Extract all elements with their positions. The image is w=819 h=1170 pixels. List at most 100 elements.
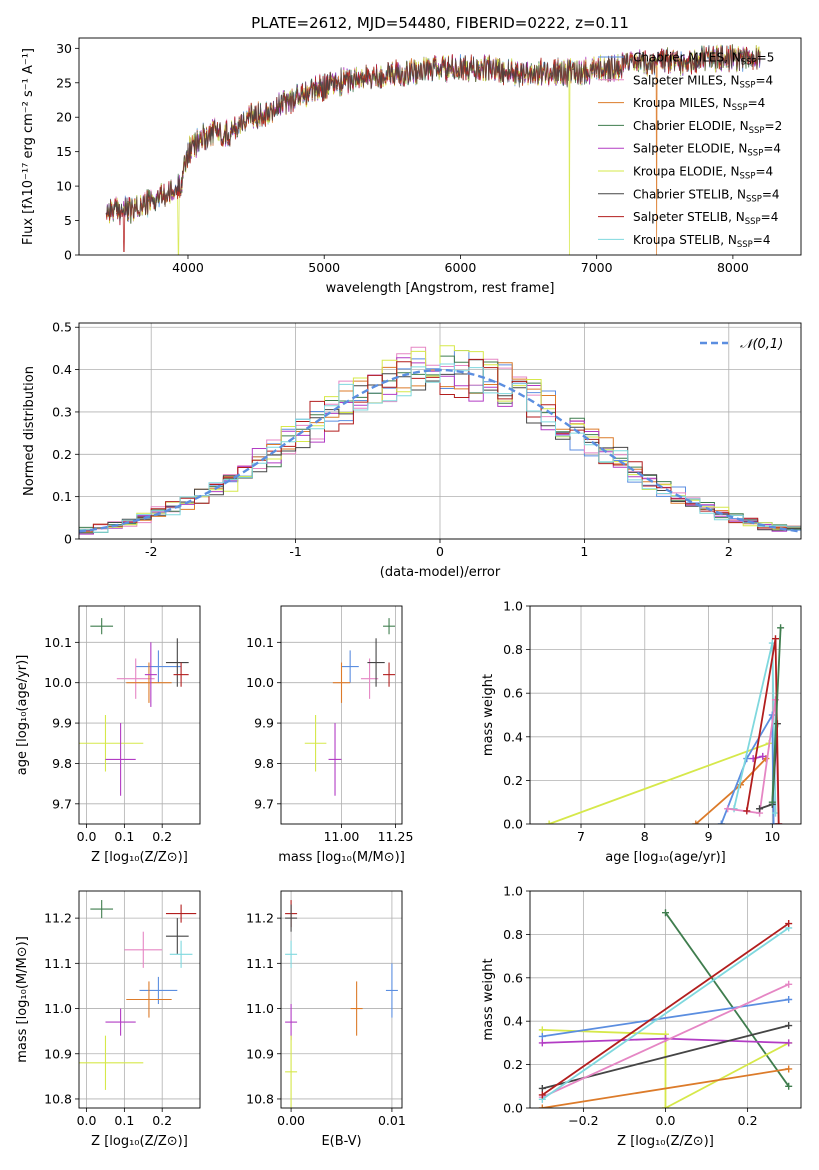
- chart-layer: 4000 5000 6000 7000 8000051015202530waveleng…: [15, 37, 802, 1149]
- weight-marker-chabrier_stelib: [785, 1022, 793, 1030]
- y-tick-label: 9.9: [254, 716, 274, 731]
- weight-line-kroupa_elodie: [548, 742, 770, 824]
- y-tick-label: 10.8: [44, 1091, 72, 1106]
- legend-label: Salpeter ELODIE, NSSP=4: [633, 142, 781, 159]
- x-axis-label: wavelength [Angstrom, rest frame]: [326, 281, 555, 296]
- y-tick-label: 10.9: [44, 1046, 72, 1061]
- x-axis-label: (data-model)/error: [380, 565, 501, 580]
- x-tick-label: 5000: [308, 260, 340, 275]
- panel-mass_weight_vs_age: 7 8 9 10 0.0 0.2 0.4 0.6 0.8 1.0 age [log₁₀(age/yr…: [481, 599, 802, 865]
- x-tick-label: 0.2: [152, 829, 172, 844]
- weight-marker-chabrier_stelib: [538, 1084, 546, 1092]
- y-tick-label: 11.1: [44, 956, 72, 971]
- y-tick-label: 0.6: [503, 970, 523, 985]
- x-tick-label: 7: [577, 829, 585, 844]
- y-tick-label: 25: [56, 75, 72, 90]
- y-tick-label: 9.8: [254, 756, 274, 771]
- panel-age_vs_Z: 0.0 0.1 0.2 9.7 9.8 9.9 10.0 10.1 Z [log₁₀(Z/Z⊙)…: [15, 605, 201, 865]
- weight-line-salpeter_miles: [541, 983, 790, 1099]
- y-tick-label: 0.2: [503, 773, 523, 788]
- y-axis-label: mass [log₁₀(M/M⊙)]: [15, 936, 30, 1063]
- y-tick-label: 1.0: [503, 884, 523, 899]
- grid: [281, 891, 402, 1108]
- axes-frame: [78, 322, 802, 540]
- grid: [79, 891, 200, 1108]
- weight-marker-chabrier_elodie: [785, 1082, 793, 1090]
- y-axis-label: Normed distribution: [22, 366, 37, 496]
- y-tick-label: 20: [56, 110, 72, 125]
- plot-area: [79, 618, 189, 796]
- x-tick-label: 2: [725, 544, 733, 559]
- weight-marker-kroupa_miles: [538, 1104, 546, 1108]
- x-tick-label: 11.00: [324, 829, 360, 844]
- x-tick-label: 9: [705, 829, 713, 844]
- weight-marker-salpeter_elodie: [538, 1039, 546, 1047]
- y-tick-label: 0.8: [503, 642, 523, 657]
- legend-label: Kroupa STELIB, NSSP=4: [633, 233, 771, 250]
- weight-marker-salpeter_elodie: [785, 1039, 793, 1047]
- y-tick-label: 9.7: [52, 796, 72, 811]
- panel-mass_vs_EBV: 0.00 0.01 10.8 10.9 11.0 11.1 11.2 E(B-V): [246, 890, 406, 1149]
- x-tick-label: 8000: [717, 260, 749, 275]
- y-tick-label: 0: [64, 532, 72, 547]
- x-tick-label: 8: [641, 829, 649, 844]
- x-tick-label: 0.0: [656, 1113, 676, 1128]
- axes-frame: [78, 37, 802, 256]
- weight-marker-salpeter_stelib: [743, 807, 751, 815]
- grid: [281, 606, 402, 824]
- legend-label: Chabrier ELODIE, NSSP=2: [633, 119, 782, 136]
- weight-marker-chabrier_elodie: [662, 909, 669, 917]
- y-tick-label: 0.0: [503, 1101, 523, 1116]
- weight-marker-salpeter_stelib: [785, 920, 793, 928]
- weight-line-chabrier_elodie: [771, 627, 782, 803]
- legend-label: Salpeter MILES, NSSP=4: [633, 73, 773, 90]
- weight-marker-kroupa_elodie: [662, 1104, 669, 1108]
- y-tick-label: 0.4: [503, 1014, 523, 1029]
- weight-marker-chabrier_elodie: [768, 798, 776, 806]
- axes-frame: [280, 605, 403, 825]
- y-tick-label: 0.8: [503, 927, 523, 942]
- y-tick-label: 10.9: [246, 1046, 274, 1061]
- y-tick-label: 0.4: [52, 362, 72, 377]
- weight-marker-kroupa_elodie: [545, 820, 553, 824]
- legend-label: Salpeter STELIB, NSSP=4: [633, 210, 778, 227]
- y-tick-label: 10.0: [246, 675, 274, 690]
- panel-spectrum: 4000 5000 6000 7000 8000 0 5 10 15 20 25 30 waveleng…: [21, 37, 802, 296]
- axes-frame: [529, 605, 802, 825]
- x-tick-label: 4000: [172, 260, 204, 275]
- y-tick-label: 11.0: [246, 1001, 274, 1016]
- x-tick-label: 0.2: [152, 1113, 172, 1128]
- axes-frame: [78, 890, 201, 1109]
- panel-residuals: -2 -1 0 1 2 0 0.1 0.2 0.3 0.4 0.5 (data-model)/erro…: [22, 320, 802, 580]
- y-tick-label: 0.6: [503, 686, 523, 701]
- gaussian-curve: [79, 368, 801, 533]
- weight-line-kroupa_stelib: [541, 927, 790, 1101]
- legend-label: 𝒩(0,1): [740, 337, 783, 352]
- x-tick-label: 0: [436, 544, 444, 559]
- x-axis-label: Z [log₁₀(Z/Z⊙)]: [617, 1134, 714, 1149]
- plot-area: [79, 900, 197, 1090]
- x-axis-label: Z [log₁₀(Z/Z⊙)]: [91, 1134, 188, 1149]
- y-tick-label: 10.8: [246, 1091, 274, 1106]
- x-tick-label: 6000: [445, 260, 477, 275]
- weight-marker-chabrier_stelib: [756, 805, 764, 813]
- y-tick-label: 10.1: [246, 635, 274, 650]
- spectrum-line-chabrier_stelib: [105, 44, 761, 222]
- weight-marker-kroupa_miles: [785, 1065, 793, 1073]
- x-axis-label: mass [log₁₀(M/M⊙)]: [278, 850, 405, 865]
- plot-area: [79, 345, 801, 537]
- axes-frame: [280, 890, 403, 1109]
- x-tick-label: -2: [145, 544, 157, 559]
- x-tick-label: 0.2: [738, 1113, 758, 1128]
- weight-line-kroupa_miles: [542, 1068, 789, 1108]
- hist-kroupa_stelib: [79, 363, 801, 536]
- grid: [79, 606, 200, 824]
- y-tick-label: 9.7: [254, 796, 274, 811]
- legend-label: Kroupa MILES, NSSP=4: [633, 96, 765, 113]
- plot-area: [304, 618, 396, 796]
- x-tick-label: 0.0: [77, 829, 97, 844]
- x-tick-label: 11.25: [378, 829, 414, 844]
- y-tick-label: 9.9: [52, 716, 72, 731]
- y-tick-label: 1.0: [503, 599, 523, 614]
